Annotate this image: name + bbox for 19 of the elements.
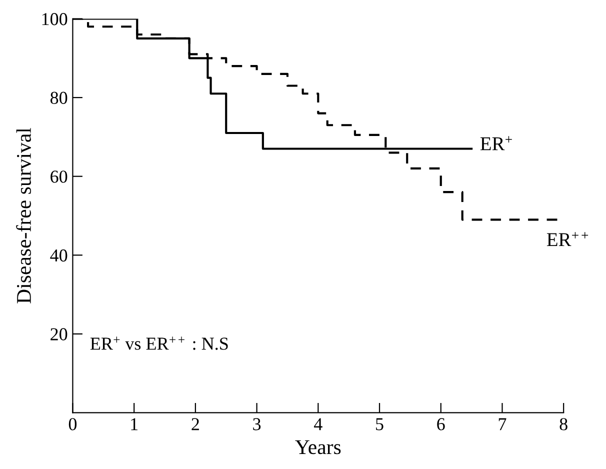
y-tick-label: 60	[50, 170, 68, 183]
x-tick-label: 7	[498, 418, 506, 430]
x-tick-label: 4	[314, 418, 322, 430]
x-axis-title: Years	[295, 440, 341, 454]
y-tick-label: 80	[50, 92, 68, 104]
annotation: ER$^{+}$ vs ER$^{++}$ : N.S	[90, 336, 228, 350]
y-tick-label: 40	[50, 249, 68, 262]
series-label: ER$^{+}$	[480, 136, 512, 150]
x-tick-label: 6	[437, 418, 445, 430]
x-tick-label: 1	[131, 418, 138, 430]
y-tick-label: 20	[50, 328, 68, 340]
series-label: ER$^{++}$	[546, 232, 588, 246]
y-axis-title: Disease-free survival	[16, 128, 31, 304]
x-tick-label: 3	[253, 418, 261, 430]
y-tick-label: 100	[42, 13, 68, 26]
x-tick-label: 2	[192, 418, 199, 430]
x-tick-label: 5	[376, 418, 384, 430]
x-tick-label: 0	[68, 418, 77, 430]
x-tick-label: 8	[560, 418, 568, 430]
